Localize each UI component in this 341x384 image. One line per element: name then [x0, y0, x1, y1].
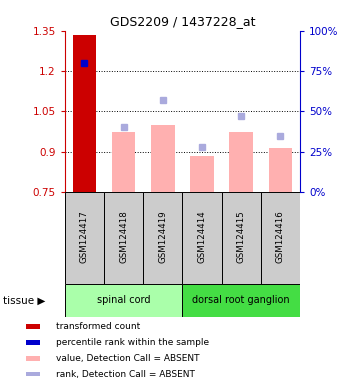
FancyBboxPatch shape: [65, 192, 104, 284]
FancyBboxPatch shape: [104, 192, 143, 284]
FancyBboxPatch shape: [222, 192, 261, 284]
Text: value, Detection Call = ABSENT: value, Detection Call = ABSENT: [56, 354, 199, 363]
Text: GSM124414: GSM124414: [197, 210, 207, 263]
FancyBboxPatch shape: [65, 284, 182, 317]
Text: transformed count: transformed count: [56, 322, 140, 331]
Text: GSM124417: GSM124417: [80, 210, 89, 263]
FancyBboxPatch shape: [182, 192, 222, 284]
Text: GSM124418: GSM124418: [119, 210, 128, 263]
Title: GDS2209 / 1437228_at: GDS2209 / 1437228_at: [110, 15, 255, 28]
Bar: [190, 156, 214, 192]
Bar: [112, 131, 135, 192]
Bar: [27, 340, 40, 345]
Text: spinal cord: spinal cord: [97, 295, 150, 306]
Text: rank, Detection Call = ABSENT: rank, Detection Call = ABSENT: [56, 370, 195, 379]
Bar: [27, 372, 40, 376]
Bar: [73, 35, 96, 192]
FancyBboxPatch shape: [143, 192, 182, 284]
Text: GSM124415: GSM124415: [237, 210, 246, 263]
Text: percentile rank within the sample: percentile rank within the sample: [56, 338, 209, 347]
Text: GSM124419: GSM124419: [158, 210, 167, 263]
FancyBboxPatch shape: [261, 192, 300, 284]
Text: tissue ▶: tissue ▶: [3, 295, 46, 306]
Bar: [27, 356, 40, 361]
Bar: [151, 125, 175, 192]
Bar: [269, 148, 292, 192]
Text: dorsal root ganglion: dorsal root ganglion: [192, 295, 290, 306]
Bar: [229, 131, 253, 192]
Text: GSM124416: GSM124416: [276, 210, 285, 263]
FancyBboxPatch shape: [182, 284, 300, 317]
Bar: [27, 324, 40, 329]
